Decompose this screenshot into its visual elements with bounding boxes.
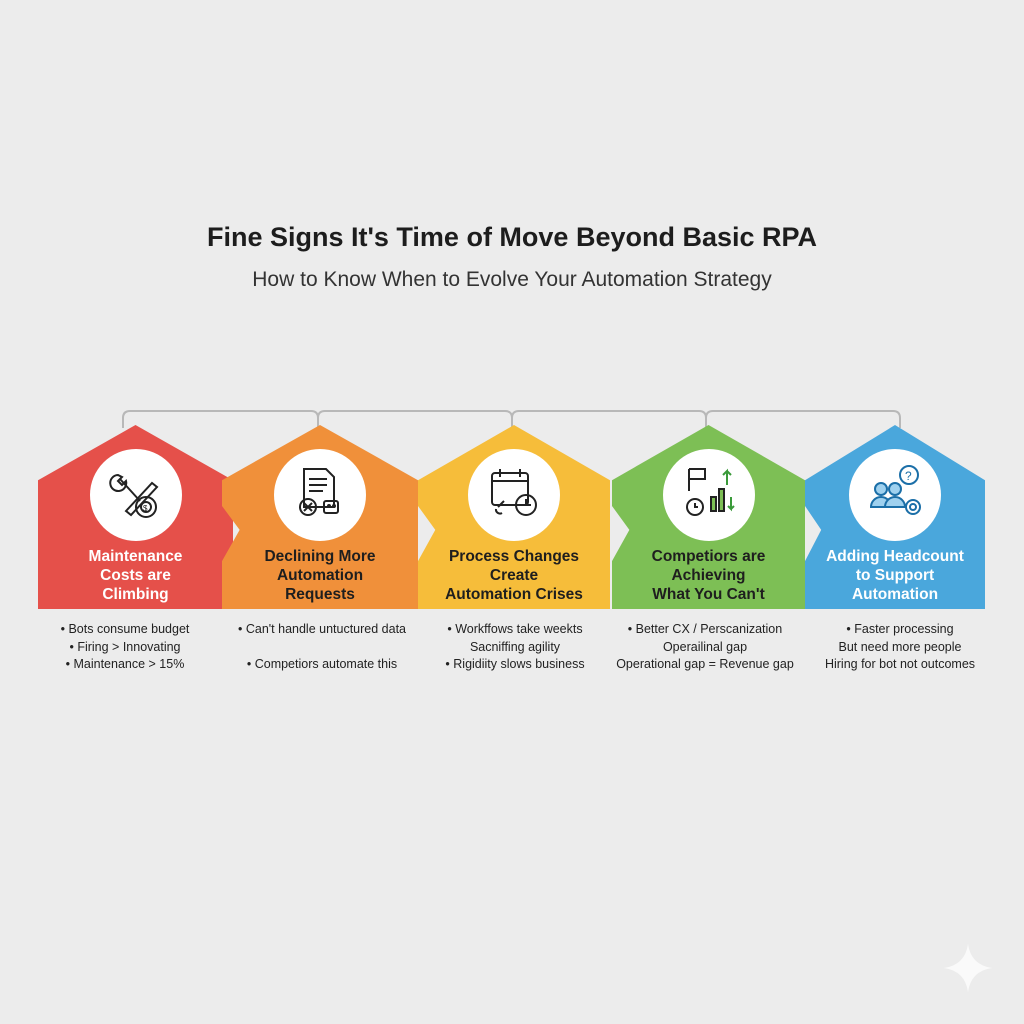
bullet-item xyxy=(222,639,422,657)
card-title-line: to Support xyxy=(855,567,935,584)
card-title-line: Declining More xyxy=(264,548,376,565)
bullet-item: • Can't handle untuctured data xyxy=(238,622,406,636)
flag-chart-stopwatch-icon xyxy=(685,468,735,516)
card-title-line: Create xyxy=(489,567,539,584)
bullet-item: • Workffows take weekts xyxy=(447,622,583,636)
bullet-item: • Rigidiity slows business xyxy=(445,657,585,671)
icon-circle xyxy=(274,449,366,541)
card-bullets: • Workffows take weekts Sacniffing agilit… xyxy=(420,621,610,674)
card-title: Maintenance Costs are Climbing xyxy=(38,547,233,604)
bullet-item: But need more people xyxy=(838,639,962,654)
card-title-line: Maintenance xyxy=(88,548,183,565)
bullet-item: Hiring for bot not outcomes xyxy=(824,657,976,671)
svg-text:?: ? xyxy=(905,469,912,483)
bullet-item: Operational gap = Revenue gap xyxy=(616,657,794,671)
card-title-line: Requests xyxy=(285,586,355,603)
icon-circle: ? xyxy=(849,449,941,541)
bullet-item: • Bots consume budget xyxy=(60,622,190,636)
card-title-line: Climbing xyxy=(102,586,169,603)
svg-text:$: $ xyxy=(143,504,148,513)
bullet-item: • Competiors automate this xyxy=(246,657,398,671)
bullet-item: Sacniffing agility xyxy=(469,639,561,654)
card-title: Process Changes Create Automation Crises xyxy=(418,547,610,604)
card-bullets: • Faster processing But need more people H… xyxy=(805,621,995,674)
people-question-gear-icon: ? xyxy=(869,465,921,515)
calendar-clock-link-icon xyxy=(491,469,537,516)
bullet-item: • Better CX / Perscanization xyxy=(627,622,783,636)
card-title: Competiors are Achieving What You Can't xyxy=(612,547,805,604)
card-title-line: Costs are xyxy=(100,567,171,584)
card-bullets: • Can't handle untuctured data • Competio… xyxy=(222,621,422,674)
card-title-line: Achieving xyxy=(671,567,746,584)
card-title-line: Automation xyxy=(851,586,939,603)
card-title-line: Automation Crises xyxy=(445,586,583,603)
card-bullets: • Bots consume budget • Firing > Innovati… xyxy=(40,621,210,674)
card-title-line: Automation xyxy=(276,567,364,584)
card-title-line: Process Changes xyxy=(448,548,580,565)
document-reject-robot-icon xyxy=(299,468,339,516)
card-title-line: What You Can't xyxy=(652,586,765,603)
page-title: Fine Signs It's Time of Move Beyond Basi… xyxy=(206,222,818,252)
card-bullets: • Better CX / Perscanization Operailinal … xyxy=(600,621,810,674)
bullet-item: Operailinal gap xyxy=(662,639,748,654)
bullet-item: • Firing > Innovating xyxy=(69,639,181,654)
icon-circle xyxy=(468,449,560,541)
card-title-line: Adding Headcount xyxy=(826,548,964,565)
page-subtitle: How to Know When to Evolve Your Automati… xyxy=(252,268,772,291)
card-title: Adding Headcount to Support Automation xyxy=(805,547,985,604)
icon-circle xyxy=(662,449,755,541)
card-title-line: Competiors are xyxy=(651,548,766,565)
bullet-item: • Faster processing xyxy=(846,622,954,636)
wrench-gear-dollar-icon: $ xyxy=(108,473,158,518)
bullet-item: • Maintenance > 15% xyxy=(65,657,185,671)
icon-circle: $ xyxy=(89,449,182,541)
sparkle-watermark-icon xyxy=(944,944,992,992)
card-title: Declining More Automation Requests xyxy=(222,547,418,604)
